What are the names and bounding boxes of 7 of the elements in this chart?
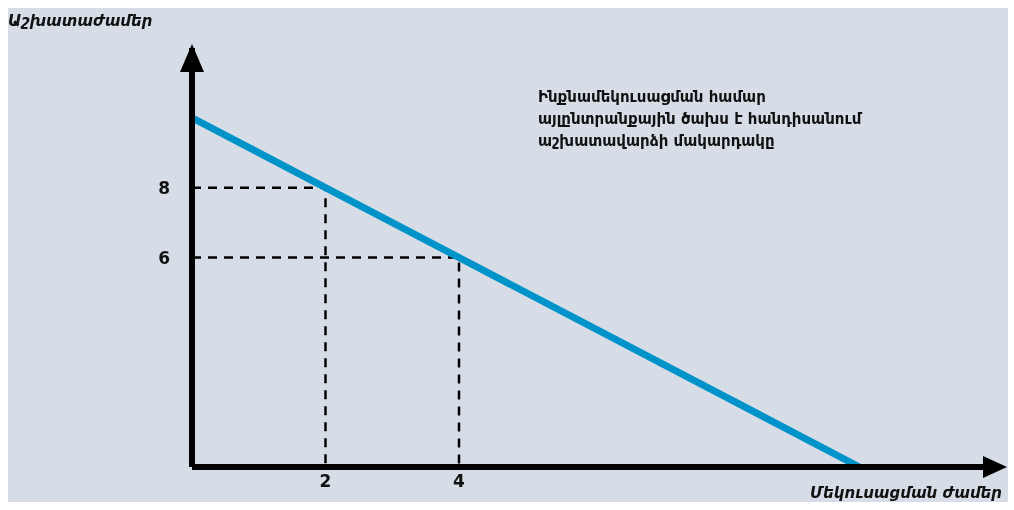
annotation: Ինքնամեկուսացման համար այլընտրանքային ծախս է հանդիսանում աշխատավարձի մակարդակը <box>538 87 864 152</box>
y-axis-title: Աշխատաժամեր <box>8 12 153 30</box>
y-tick-label: 6 <box>158 247 170 268</box>
x-tick-label: 2 <box>319 471 332 492</box>
y-tick-label: 8 <box>158 177 170 198</box>
x-tick-label: 4 <box>453 471 466 492</box>
x-axis-title: Մեկուսացման ժամեր <box>810 484 1002 502</box>
